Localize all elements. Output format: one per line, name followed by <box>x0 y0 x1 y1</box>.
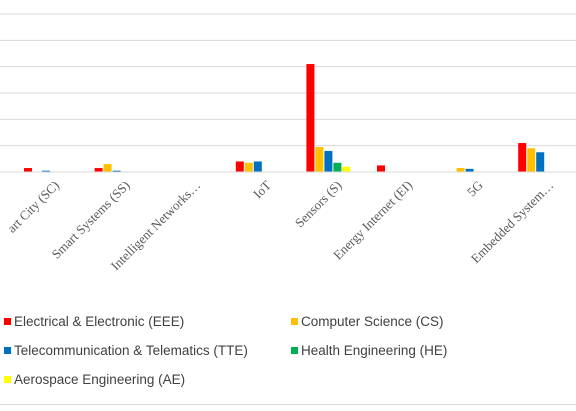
legend-swatch-eee <box>4 318 11 325</box>
bar <box>306 64 315 172</box>
bar <box>94 168 103 172</box>
legend-item-tte: Telecommunication & Telematics (TTE) <box>4 343 248 358</box>
x-tick-label: 5G <box>464 178 486 200</box>
legend-label-eee: Electrical & Electronic (EEE) <box>14 314 185 329</box>
legend: Electrical & Electronic (EEE) Computer S… <box>0 310 576 405</box>
legend-swatch-he <box>291 347 298 354</box>
bar <box>527 148 536 172</box>
legend-label-he: Health Engineering (HE) <box>301 343 448 358</box>
bar <box>253 161 262 172</box>
legend-swatch-ae <box>4 376 11 383</box>
bar <box>456 168 465 172</box>
bar <box>465 168 474 172</box>
legend-swatch-tte <box>4 347 11 354</box>
bar <box>536 152 545 172</box>
bar-chart: art City (SC)Smart Systems (SS)Intellige… <box>0 13 576 273</box>
bar <box>244 162 253 172</box>
bar <box>42 170 50 172</box>
x-tick-label: Sensors (S) <box>292 178 345 231</box>
legend-item-he: Health Engineering (HE) <box>291 343 447 358</box>
bar <box>342 166 351 172</box>
x-tick-labels: art City (SC)Smart Systems (SS)Intellige… <box>4 177 556 273</box>
bar <box>112 170 121 172</box>
bar <box>315 146 324 172</box>
bars <box>24 64 545 172</box>
bar <box>377 165 385 172</box>
bar <box>333 162 342 172</box>
bar <box>103 164 112 172</box>
legend-item-cs: Computer Science (CS) <box>291 314 444 329</box>
bottom-divider <box>0 404 576 405</box>
bar <box>518 143 527 172</box>
bar <box>324 150 333 172</box>
bar <box>235 161 244 172</box>
x-tick-label: IoT <box>250 177 274 201</box>
bar <box>24 168 32 172</box>
legend-label-cs: Computer Science (CS) <box>301 314 444 329</box>
legend-label-tte: Telecommunication & Telematics (TTE) <box>14 343 248 358</box>
x-tick-label: Energy Internet (EI) <box>330 178 415 263</box>
legend-label-ae: Aerospace Engineering (AE) <box>14 372 186 387</box>
legend-swatch-cs <box>291 318 298 325</box>
legend-item-ae: Aerospace Engineering (AE) <box>4 372 185 387</box>
gridlines <box>0 13 576 147</box>
legend-item-eee: Electrical & Electronic (EEE) <box>4 314 184 329</box>
x-tick-label: art City (SC) <box>4 178 62 236</box>
